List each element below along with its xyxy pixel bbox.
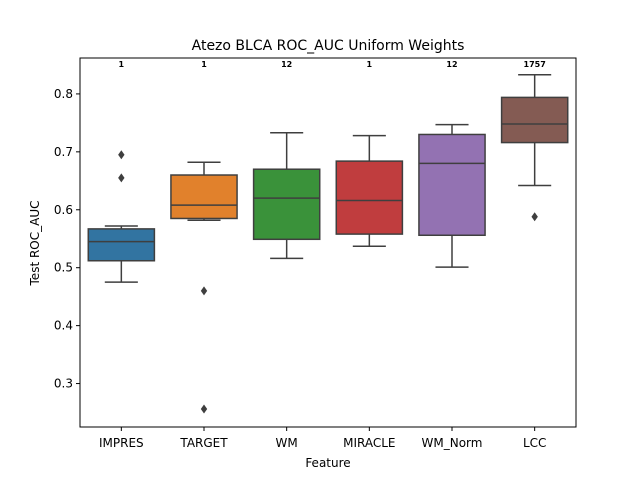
box: [418, 133, 486, 237]
box-group-target: 1: [170, 60, 238, 414]
count-label: 1: [367, 60, 373, 69]
outlier-point: [118, 173, 125, 183]
x-axis-label: Feature: [305, 456, 350, 470]
outlier-point: [531, 212, 538, 222]
x-tick-label: LCC: [523, 436, 546, 450]
y-axis-label: Test ROC_AUC: [28, 201, 42, 287]
box-group-miracle: 1: [335, 60, 404, 248]
x-tick-label: WM: [276, 436, 298, 450]
box-group-impres: 1: [87, 60, 156, 283]
y-tick-label: 0.8: [54, 87, 73, 101]
box-group-lcc: 1757: [500, 60, 569, 222]
box: [170, 174, 238, 220]
count-label: 1757: [524, 60, 546, 69]
y-tick-label: 0.4: [54, 319, 73, 333]
y-tick-label: 0.7: [54, 145, 73, 159]
chart-title: Atezo BLCA ROC_AUC Uniform Weights: [192, 38, 465, 54]
box: [87, 228, 156, 262]
outlier-point: [118, 150, 125, 160]
box: [335, 160, 404, 235]
count-label: 1: [119, 60, 125, 69]
y-tick-label: 0.6: [54, 203, 73, 217]
box-group-wm: 12: [252, 60, 321, 260]
x-tick-label: TARGET: [179, 436, 228, 450]
x-tick-label: MIRACLE: [343, 436, 395, 450]
count-label: 12: [281, 60, 292, 69]
outlier-point: [200, 286, 208, 296]
x-tick-label: IMPRES: [99, 436, 144, 450]
box: [252, 168, 321, 241]
box-group-wm-norm: 12: [418, 60, 486, 268]
box: [500, 96, 569, 144]
y-tick-label: 0.3: [54, 377, 73, 391]
x-tick-label: WM_Norm: [422, 436, 483, 450]
outlier-point: [200, 404, 208, 414]
plot-area: 1 1 12 1 12 1757 0.3 0.4 0.5 0.6 0.7 0.8 IMPRES TARGE…: [54, 57, 577, 450]
count-label: 1: [201, 60, 207, 69]
plot-frame: [79, 57, 577, 428]
count-label: 12: [446, 60, 457, 69]
y-tick-label: 0.5: [54, 261, 73, 275]
